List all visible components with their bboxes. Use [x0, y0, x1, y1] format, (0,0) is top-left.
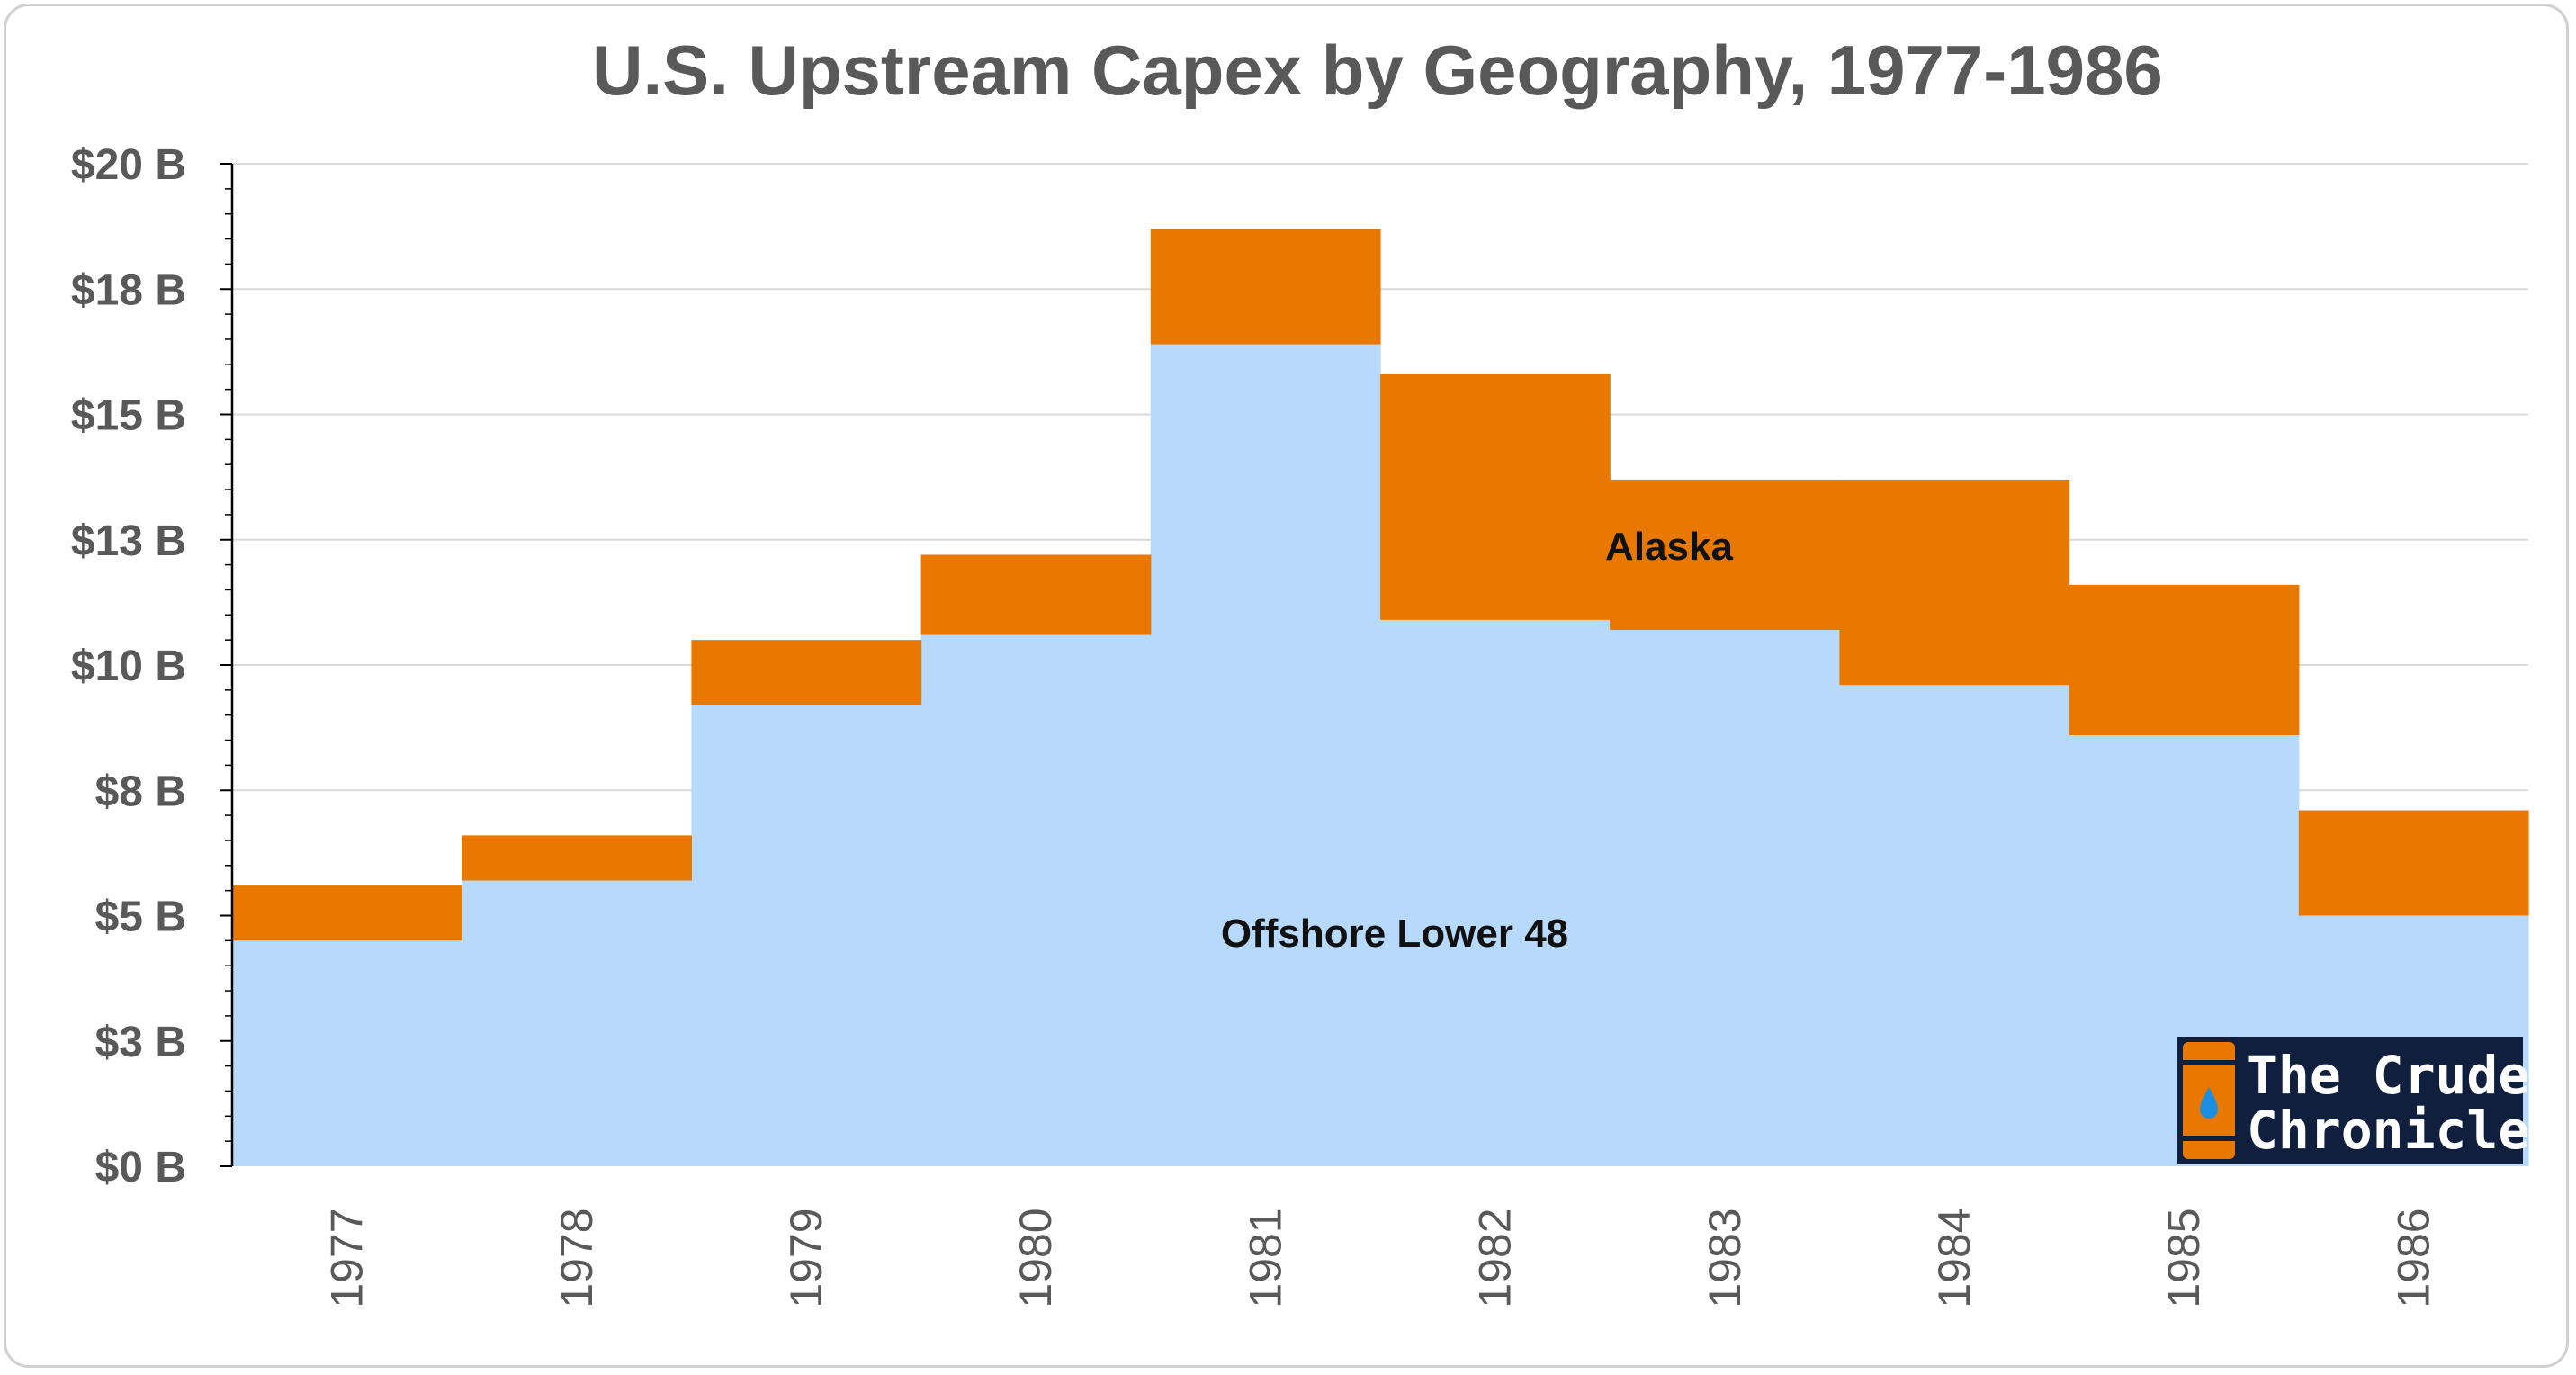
alaska-bar [2069, 584, 2300, 735]
axes: $0 B $3 B $5 B $8 B $10 B $13 B $15 B $18 B $20 … [71, 141, 2438, 1308]
logo-line-1: The Crude [2247, 1045, 2529, 1106]
crude-chronicles-logo: The Crude Chronicles [2177, 1037, 2561, 1164]
x-tick-label: 1981 [1240, 1208, 1290, 1308]
x-tick-label: 1979 [781, 1208, 831, 1308]
alaska-bar [1610, 479, 1840, 631]
x-tick-label: 1980 [1010, 1208, 1061, 1308]
x-tick-label: 1982 [1470, 1208, 1521, 1308]
oil-drop-icon [2200, 1087, 2218, 1119]
offshore-lower48-bar [1380, 619, 1611, 1166]
y-tick-label: $13 B [71, 517, 186, 565]
x-tick-label: 1984 [1929, 1208, 1979, 1308]
series-label-offshore: Offshore Lower 48 [1221, 912, 1568, 956]
y-tick-label: $5 B [95, 894, 186, 941]
x-tick-label: 1977 [322, 1208, 372, 1308]
alaska-bar [1839, 479, 2070, 686]
alaska-bar [462, 835, 692, 881]
offshore-lower48-bar [1839, 685, 2070, 1166]
y-tick-label: $18 B [71, 266, 186, 314]
offshore-lower48-bar [920, 634, 1152, 1166]
offshore-lower48-bar [1610, 630, 1840, 1166]
y-tick-label: $3 B [95, 1019, 186, 1066]
y-tick-label: $8 B [95, 768, 186, 815]
series-label-alaska: Alaska [1605, 525, 1733, 569]
y-tick-label: $15 B [71, 392, 186, 440]
alaska-bar [232, 885, 462, 941]
alaska-bar [2298, 810, 2529, 916]
alaska-bar [920, 554, 1152, 635]
x-tick-label: 1985 [2159, 1208, 2209, 1308]
offshore-lower48-bar [462, 880, 692, 1166]
x-tick-label: 1978 [552, 1208, 602, 1308]
logo-line-2: Chronicles [2247, 1100, 2561, 1161]
offshore-lower48-bar [232, 940, 462, 1166]
x-tick-label: 1986 [2388, 1208, 2438, 1308]
y-tick-label: $0 B [95, 1144, 186, 1191]
offshore-lower48-bar [691, 705, 922, 1166]
plot-areas [232, 229, 2529, 1166]
oil-barrel-icon [2180, 1042, 2238, 1159]
y-tick-label: $10 B [71, 643, 186, 690]
alaska-bar [1380, 373, 1611, 620]
series-labels: Offshore Lower 48 Alaska [1221, 525, 1734, 956]
y-tick-label: $20 B [71, 141, 186, 189]
chart-title: U.S. Upstream Capex by Geography, 1977-1… [592, 31, 2163, 110]
alaska-bar [1150, 229, 1381, 345]
offshore-lower48-bar [1150, 344, 1381, 1166]
x-tick-label: 1983 [1700, 1208, 1750, 1308]
alaska-bar [691, 640, 922, 705]
